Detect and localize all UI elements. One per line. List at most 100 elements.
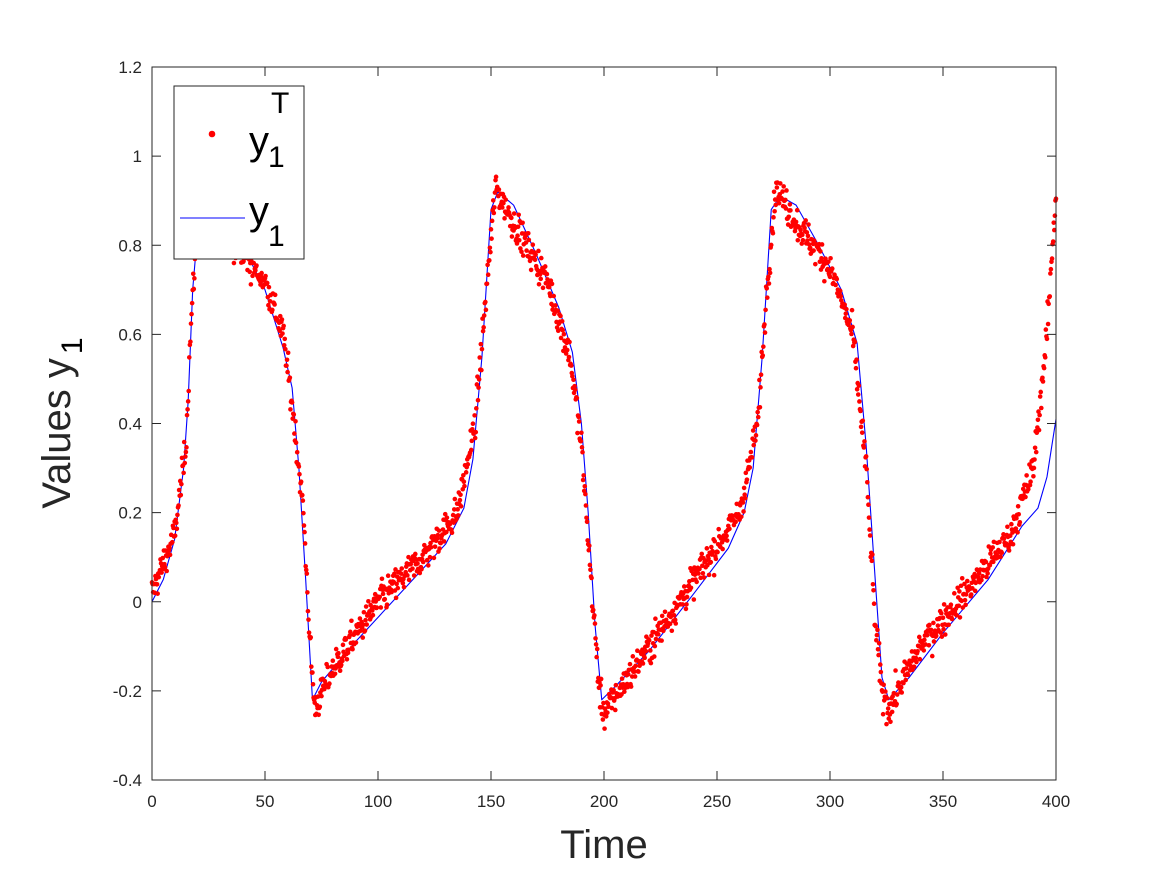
data-point-y1T bbox=[481, 325, 486, 330]
data-point-y1T bbox=[869, 558, 875, 564]
data-point-y1T bbox=[159, 570, 164, 575]
data-point-y1T bbox=[741, 485, 747, 491]
data-point-y1T bbox=[578, 438, 584, 444]
data-point-y1T bbox=[783, 197, 788, 203]
data-point-y1T bbox=[579, 445, 585, 450]
data-point-y1T bbox=[1035, 417, 1041, 423]
data-point-y1T bbox=[436, 528, 442, 533]
data-point-y1T bbox=[771, 189, 777, 195]
data-point-y1T bbox=[921, 648, 927, 653]
y-axis-title: Values y 1 bbox=[35, 337, 89, 508]
data-point-y1T bbox=[348, 629, 353, 635]
data-point-y1T bbox=[399, 566, 405, 571]
data-point-y1T bbox=[393, 567, 398, 572]
data-point-y1T bbox=[853, 365, 859, 371]
data-point-y1T bbox=[154, 581, 160, 587]
data-point-y1T bbox=[366, 598, 371, 604]
data-point-y1T bbox=[655, 631, 661, 637]
data-point-y1T bbox=[160, 555, 166, 561]
data-point-y1T bbox=[248, 282, 254, 287]
data-point-y1T bbox=[304, 571, 310, 576]
data-point-y1T bbox=[431, 555, 437, 561]
data-point-y1T bbox=[805, 238, 810, 243]
data-point-y1T bbox=[931, 639, 937, 644]
data-point-y1T bbox=[990, 559, 996, 565]
data-point-y1T bbox=[336, 650, 341, 656]
data-point-y1T bbox=[837, 288, 843, 294]
data-point-y1T bbox=[941, 602, 947, 607]
data-point-y1T bbox=[564, 347, 570, 353]
data-point-y1T bbox=[537, 271, 543, 277]
data-point-y1T bbox=[186, 355, 192, 360]
data-point-y1T bbox=[829, 266, 835, 271]
data-point-y1T bbox=[461, 473, 466, 478]
data-point-y1T bbox=[628, 684, 634, 689]
data-point-y1T bbox=[758, 385, 763, 390]
data-point-y1T bbox=[768, 242, 774, 248]
data-point-y1T bbox=[876, 640, 882, 646]
data-point-y1T bbox=[875, 647, 881, 652]
y-tick-label: -0.2 bbox=[113, 682, 142, 701]
data-point-y1T bbox=[301, 523, 307, 528]
data-point-y1T bbox=[1015, 503, 1021, 509]
data-point-y1T bbox=[405, 573, 410, 578]
data-point-y1T bbox=[509, 215, 514, 221]
data-point-y1T bbox=[549, 281, 555, 287]
data-point-y1T bbox=[762, 322, 767, 327]
data-point-y1T bbox=[807, 245, 813, 251]
data-point-y1T bbox=[191, 286, 197, 292]
data-point-y1T bbox=[764, 295, 770, 300]
data-point-y1T bbox=[715, 549, 720, 555]
data-point-y1T bbox=[672, 617, 678, 623]
data-point-y1T bbox=[308, 635, 314, 640]
data-point-y1T bbox=[957, 615, 963, 620]
data-point-y1T bbox=[303, 567, 309, 573]
data-point-y1T bbox=[382, 596, 388, 602]
data-point-y1T bbox=[1017, 519, 1023, 525]
data-point-y1T bbox=[817, 259, 823, 265]
data-point-y1T bbox=[600, 717, 606, 722]
data-point-y1T bbox=[332, 671, 338, 677]
data-point-y1T bbox=[496, 187, 502, 192]
data-point-y1T bbox=[281, 323, 286, 329]
data-point-y1T bbox=[183, 449, 189, 455]
data-point-y1T bbox=[266, 284, 272, 290]
data-point-y1T bbox=[758, 372, 764, 378]
legend-observed-base: y bbox=[249, 119, 269, 163]
data-point-y1T bbox=[975, 574, 981, 580]
data-point-y1T bbox=[874, 637, 879, 643]
data-point-y1T bbox=[360, 635, 366, 640]
data-point-y1T bbox=[558, 313, 563, 319]
data-point-y1T bbox=[862, 439, 867, 444]
data-point-y1T bbox=[419, 567, 424, 572]
data-point-y1T bbox=[694, 579, 699, 585]
data-point-y1T bbox=[601, 700, 606, 706]
data-point-y1T bbox=[908, 663, 914, 669]
data-point-y1T bbox=[330, 658, 336, 664]
data-point-y1T bbox=[915, 648, 920, 654]
data-point-y1T bbox=[1043, 327, 1049, 332]
x-axis-title: Time bbox=[560, 823, 647, 867]
data-point-y1T bbox=[515, 224, 521, 230]
data-point-y1T bbox=[875, 627, 880, 633]
data-point-y1T bbox=[302, 529, 307, 535]
data-point-y1T bbox=[449, 530, 455, 536]
data-point-y1T bbox=[914, 659, 919, 665]
data-point-y1T bbox=[451, 507, 457, 512]
data-point-y1T bbox=[476, 385, 481, 390]
data-point-y1T bbox=[437, 546, 442, 551]
data-point-y1T bbox=[337, 668, 343, 674]
data-point-y1T bbox=[280, 331, 285, 336]
data-point-y1T bbox=[572, 387, 578, 393]
data-point-y1T bbox=[939, 634, 945, 639]
data-point-y1T bbox=[903, 677, 909, 683]
data-point-y1T bbox=[609, 705, 615, 711]
data-point-y1T bbox=[357, 616, 363, 621]
data-point-y1T bbox=[800, 237, 806, 243]
data-point-y1T bbox=[749, 455, 755, 460]
data-point-y1T bbox=[800, 232, 805, 238]
data-point-y1T bbox=[1023, 494, 1028, 500]
data-point-y1T bbox=[186, 388, 192, 394]
data-point-y1T bbox=[933, 633, 939, 639]
data-point-y1T bbox=[742, 492, 747, 498]
